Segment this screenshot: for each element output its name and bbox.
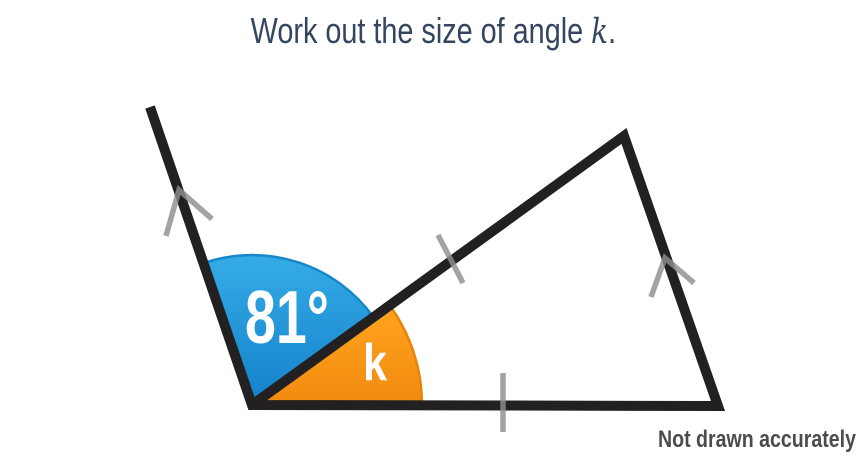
angle-variable-k: k [591,12,609,52]
not-drawn-accurately-note: Not drawn accurately [658,426,857,453]
parallel-arrow-marker-left [163,185,214,237]
angle-k-label: k [363,334,387,392]
triangle-outline [145,105,726,412]
question-title: Work out the size of angle k. [0,10,867,52]
angle-81-sector [201,253,376,407]
equal-length-tick-diagonal [435,233,466,285]
angle-81-label: 81° [245,275,329,359]
question-text-prefix: Work out the size of angle [250,10,592,51]
question-text-suffix: . [608,10,617,51]
parallel-arrow-marker-right [648,253,696,298]
question-title-text: Work out the size of angle k. [251,10,616,52]
